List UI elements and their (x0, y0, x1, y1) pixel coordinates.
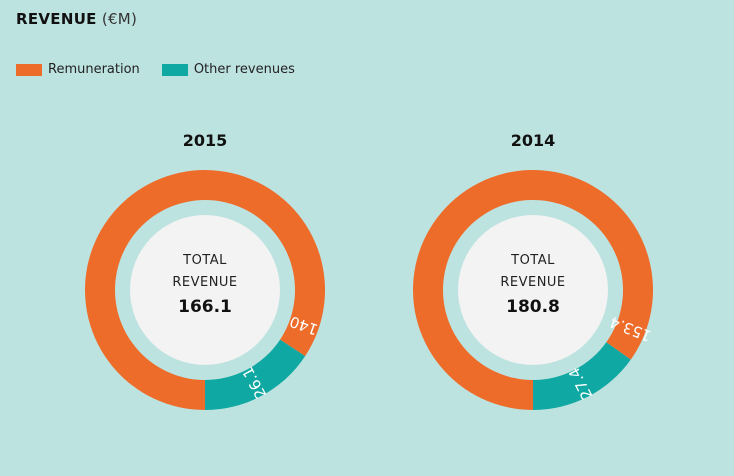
chart-header: REVENUE (€M) (16, 10, 137, 28)
legend-item-other-revenues: Other revenues (161, 62, 295, 77)
legend-label-other-revenues: Other revenues (193, 62, 295, 77)
center-total-value-2014: 180.8 (506, 297, 560, 317)
center-label-revenue-2015: REVENUE (172, 275, 237, 290)
center-label-total-2015: TOTAL (182, 253, 227, 268)
chart-title-2015: 2015 (182, 131, 228, 150)
center-total-value-2015: 166.1 (178, 297, 232, 317)
center-label-total-2014: TOTAL (510, 253, 555, 268)
slice-other-revenues-2014 (533, 342, 631, 410)
legend: Remuneration Other revenues (16, 62, 317, 77)
slice-other-revenues-2015 (205, 339, 306, 410)
legend-swatch-other-revenues (161, 63, 188, 76)
legend-label-remuneration: Remuneration (48, 62, 140, 77)
donut-center-2015 (130, 215, 280, 365)
center-label-revenue-2014: REVENUE (500, 275, 565, 290)
legend-swatch-remuneration (16, 63, 42, 76)
donut-center-2014 (458, 215, 608, 365)
legend-item-remuneration: Remuneration (16, 62, 140, 77)
chart-title: REVENUE (16, 10, 97, 28)
chart-unit: (€M) (101, 10, 138, 28)
chart-title-2014: 2014 (510, 131, 556, 150)
